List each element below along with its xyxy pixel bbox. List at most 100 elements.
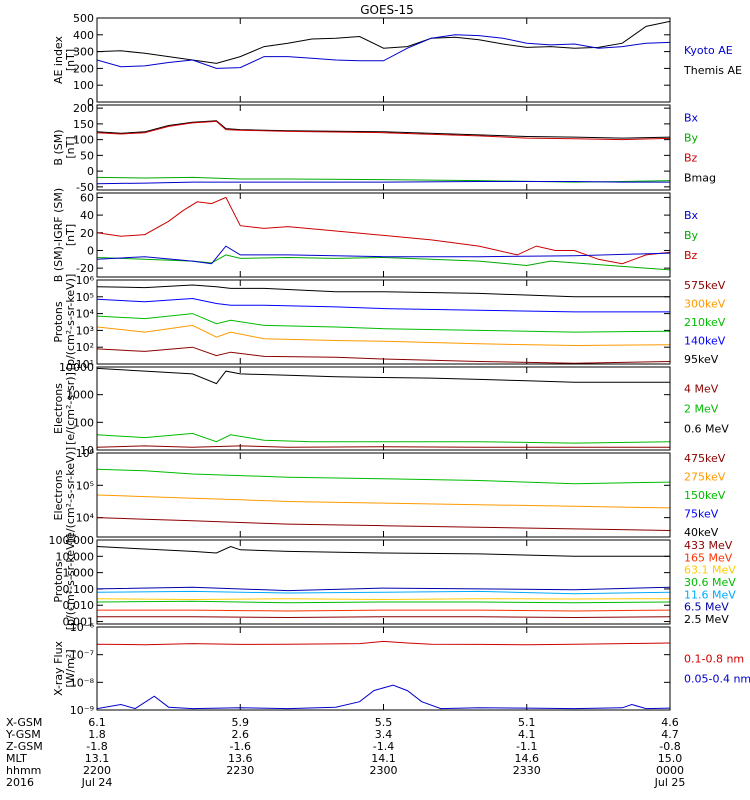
series-group [97, 20, 670, 69]
y-tick-label: 10⁻⁶ [70, 621, 95, 634]
series-line-bx [97, 245, 670, 265]
y-tick-label: 10⁻⁹ [70, 704, 94, 717]
y-tick-label: 300 [73, 46, 94, 59]
series-line-themis-ae [97, 20, 670, 64]
footer-value: 3.4 [375, 728, 393, 741]
y-tick-label: 100.000 [49, 534, 95, 547]
series-line-2-5-mev [97, 545, 670, 557]
y-tick-label: 40 [80, 209, 94, 222]
panel-bsm: -50 0 50 100 150 200 B (SM) [nT] Bx By Bz Bmag [52, 102, 716, 194]
footer-row-label: hhmm [6, 764, 41, 777]
footer-value: 2200 [83, 764, 111, 777]
panel-frame [96, 452, 671, 538]
footer-value: 5.1 [518, 716, 536, 729]
y-tick-label: 10² [76, 341, 94, 354]
panel-electrons_high: 10 100 1000 10000 Electrons [e/(cm²-s-sr)] 4 M… [52, 361, 729, 457]
series-line-475kev [97, 517, 670, 531]
y-axis-label: Electrons [52, 469, 65, 520]
y-tick-label: 400 [73, 29, 94, 42]
y-tick-label: 10¹ [76, 358, 94, 371]
footer-row-label: 2016 [6, 776, 34, 789]
series-line-165-mev [97, 609, 670, 612]
footer-value: Jul 25 [654, 776, 686, 789]
legend-entry: 275keV [684, 471, 726, 484]
series-line-433-mev [97, 616, 670, 619]
series-line-63-1-mev [97, 598, 670, 601]
series-group [97, 468, 670, 531]
y-tick-label: -50 [76, 181, 94, 194]
footer-row-label: X-GSM [6, 716, 42, 729]
footer-row-label: Y-GSM [5, 728, 41, 741]
y-tick-label: 150 [73, 118, 94, 131]
y-axis-label: [nT] [64, 49, 77, 71]
panel-frame [96, 539, 671, 625]
series-line-bz [97, 120, 670, 141]
series-group [97, 640, 670, 710]
footer-value: -1.8 [86, 740, 107, 753]
y-tick-label: 10⁻⁸ [70, 676, 95, 689]
legend-entry: Bz [684, 152, 698, 165]
footer-value: -1.6 [230, 740, 251, 753]
y-tick-label: 10⁵ [76, 479, 94, 492]
y-axis-label: Electrons [52, 383, 65, 434]
y-tick-label: 500 [73, 12, 94, 25]
y-tick-label: 50 [80, 149, 94, 162]
panel-frame [96, 104, 671, 191]
y-tick-label: 20 [80, 227, 94, 240]
legend-entry: 11.6 MeV [684, 588, 736, 601]
legend-entry: 40keV [684, 526, 719, 539]
legend-entry: Themis AE [683, 64, 742, 77]
footer-value: 14.1 [371, 752, 396, 765]
footer-value: 2300 [370, 764, 398, 777]
panel-protons_low: 10¹ 10² 10³ 10⁴ 10⁵ 10⁶ Protons [p/(cm²-s-sr-ke… [52, 274, 726, 371]
series-line-300kev [97, 324, 670, 347]
legend-entry: 2 MeV [684, 403, 719, 416]
panel-electrons_low: 10⁴ 10⁵ 10⁶ Electrons [e/(cm²-s-sr-keV)] 475k… [52, 447, 726, 543]
footer-value: 14.6 [515, 752, 540, 765]
y-tick-label: 100 [73, 79, 94, 92]
y-tick-label: 0 [87, 165, 94, 178]
panel-frame [96, 192, 671, 278]
footer-value: 13.1 [85, 752, 110, 765]
legend-entry: 0.1-0.8 nm [684, 653, 744, 666]
legend-entry: 75keV [684, 508, 719, 521]
y-axis-label: AE index [52, 35, 65, 84]
legend-entry: 150keV [684, 489, 726, 502]
footer-value: 1.8 [88, 728, 106, 741]
legend-entry: 140keV [684, 335, 726, 348]
legend-entry: Bx [684, 112, 699, 125]
series-line-2-mev [97, 432, 670, 444]
y-tick-label: 10⁴ [76, 512, 95, 525]
legend-entry: Bz [684, 249, 698, 262]
y-tick-label: 10.000 [56, 550, 95, 563]
series-group [97, 367, 670, 448]
y-axis-label: [p/(cm²-s-sr-keV)] [64, 274, 77, 371]
series-line-575kev [97, 346, 670, 364]
y-axis-label: X-ray Flux [52, 640, 65, 696]
footer-value: 13.6 [228, 752, 253, 765]
footer-value: 2230 [226, 764, 254, 777]
footer-value: 4.7 [661, 728, 679, 741]
footer-value: 0000 [656, 764, 684, 777]
series-line-150kev [97, 468, 670, 485]
plot-title: GOES-15 [360, 3, 414, 17]
legend-entry: 300keV [684, 298, 726, 311]
legend-entry: Bmag [684, 172, 716, 185]
series-line-11-6-mev [97, 590, 670, 595]
legend-entry: 575keV [684, 279, 726, 292]
series-line-bz [97, 196, 670, 265]
y-tick-label: 100 [73, 416, 94, 429]
footer-value: 6.1 [88, 716, 106, 729]
series-group [97, 284, 670, 364]
y-axis-label: [e/(cm²-s-sr)] [64, 372, 77, 445]
y-tick-label: 10000 [59, 361, 94, 374]
y-tick-label: 200 [73, 102, 94, 115]
footer-row-label: MLT [6, 752, 27, 765]
y-tick-label: 0.100 [63, 583, 95, 596]
panel-frame [96, 366, 671, 451]
legend-entry: 2.5 MeV [684, 613, 729, 626]
footer-value: 4.6 [661, 716, 679, 729]
legend-entry: 30.6 MeV [684, 576, 736, 589]
panel-ae: 0 100 200 300 400 500 AE index [nT] Kyoto AE Them… [52, 12, 742, 109]
series-line-kyoto-ae [97, 34, 670, 69]
